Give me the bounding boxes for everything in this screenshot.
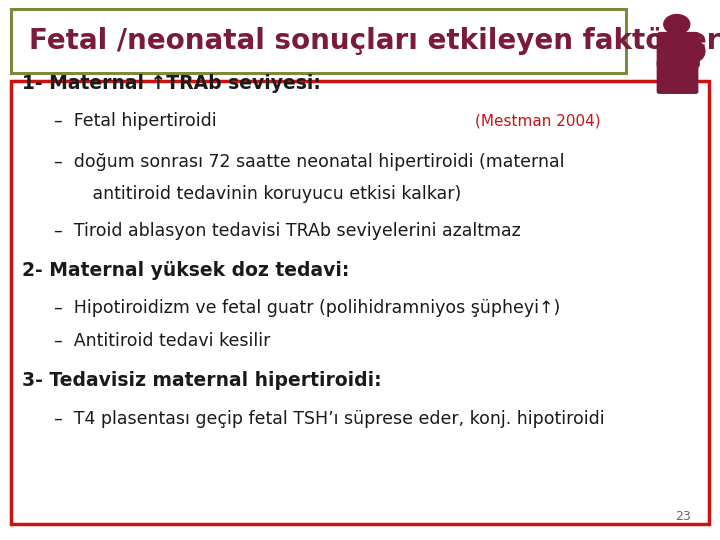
Text: –  Fetal hipertiroidi: – Fetal hipertiroidi	[54, 112, 217, 131]
FancyBboxPatch shape	[672, 26, 681, 36]
Text: –  Antitiroid tedavi kesilir: – Antitiroid tedavi kesilir	[54, 332, 271, 350]
Text: Fetal /neonatal sonuçları etkileyen faktörler: Fetal /neonatal sonuçları etkileyen fakt…	[29, 27, 720, 55]
Circle shape	[664, 15, 690, 34]
Text: antitiroid tedavinin koruyucu etkisi kalkar): antitiroid tedavinin koruyucu etkisi kal…	[76, 185, 461, 204]
Text: –  Hipotiroidizm ve fetal guatr (polihidramniyos şüpheyi↑): – Hipotiroidizm ve fetal guatr (polihidr…	[54, 299, 560, 317]
FancyBboxPatch shape	[11, 81, 709, 524]
Text: 2- Maternal yüksek doz tedavi:: 2- Maternal yüksek doz tedavi:	[22, 260, 349, 280]
Text: –  T4 plasentası geçip fetal TSH’ı süprese eder, konj. hipotiroidi: – T4 plasentası geçip fetal TSH’ı süpres…	[54, 409, 605, 428]
Text: 1- Maternal ↑TRAb seviyesi:: 1- Maternal ↑TRAb seviyesi:	[22, 74, 320, 93]
Ellipse shape	[685, 41, 705, 62]
Text: 3- Tedavisiz maternal hipertiroidi:: 3- Tedavisiz maternal hipertiroidi:	[22, 371, 381, 390]
Text: –  Tiroid ablasyon tedavisi TRAb seviyelerini azaltmaz: – Tiroid ablasyon tedavisi TRAb seviyele…	[54, 222, 521, 240]
Text: –  doğum sonrası 72 saatte neonatal hipertiroidi (maternal: – doğum sonrası 72 saatte neonatal hiper…	[54, 153, 564, 171]
Text: 23: 23	[675, 510, 691, 523]
Text: (Mestman 2004): (Mestman 2004)	[475, 114, 600, 129]
FancyBboxPatch shape	[11, 9, 626, 73]
FancyBboxPatch shape	[657, 60, 698, 94]
FancyBboxPatch shape	[657, 32, 700, 68]
